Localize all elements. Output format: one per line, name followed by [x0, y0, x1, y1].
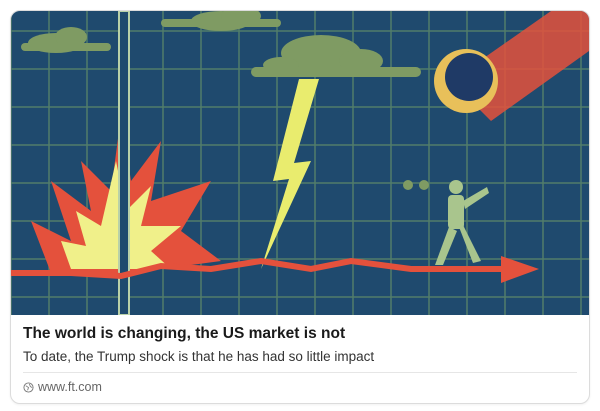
- link-globe-icon: [23, 381, 34, 393]
- pole: [118, 11, 130, 315]
- divider: [23, 372, 577, 373]
- market-arrow: [11, 257, 511, 280]
- link-preview-card[interactable]: The world is changing, the US market is …: [10, 10, 590, 404]
- article-illustration: [11, 11, 589, 315]
- meteor: [434, 11, 589, 121]
- preview-description: To date, the Trump shock is that he has …: [23, 349, 375, 364]
- preview-source[interactable]: www.ft.com: [23, 380, 102, 394]
- walking-figure: [403, 180, 489, 265]
- preview-title[interactable]: The world is changing, the US market is …: [23, 325, 346, 342]
- source-url: www.ft.com: [38, 380, 102, 394]
- cloud-shapes: [21, 11, 421, 77]
- lightning-bolt: [261, 79, 319, 269]
